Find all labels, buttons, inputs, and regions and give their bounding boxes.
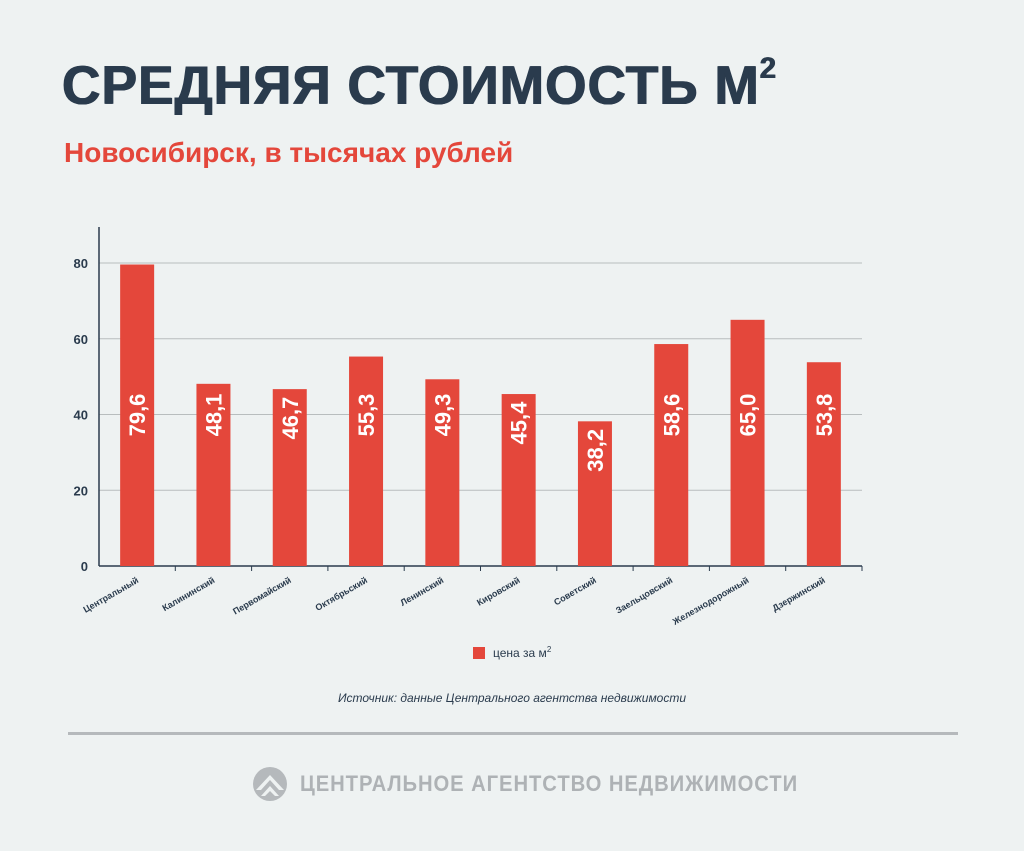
bar xyxy=(501,394,536,566)
x-category-label: Калининский xyxy=(160,575,216,613)
bar xyxy=(272,389,307,566)
x-category-label: Железнодорожный xyxy=(670,575,750,627)
bar xyxy=(806,362,841,566)
bar-data-label: 55,3 xyxy=(354,394,379,437)
legend-label: цена за м2 xyxy=(493,645,552,660)
y-tick-label: 80 xyxy=(74,256,88,271)
x-category-label: Дзержинский xyxy=(770,575,826,613)
x-category-label: Первомайский xyxy=(231,575,293,616)
x-category-label: Октябрьский xyxy=(314,575,370,613)
legend-swatch xyxy=(473,646,485,659)
source-note: Источник: данные Центрального агентства … xyxy=(337,691,687,705)
bar-data-label: 38,2 xyxy=(583,429,608,472)
footer-divider xyxy=(68,732,958,735)
bar xyxy=(425,379,460,566)
x-category-label: Советский xyxy=(552,575,598,607)
y-tick-label: 40 xyxy=(74,408,88,423)
chart-subtitle: Новосибирск, в тысячах рублей xyxy=(64,137,514,168)
chart-legend: цена за м2 xyxy=(473,645,551,660)
bar-chart: 0 20 40 60 80 79,6 Центральный 48,1 Калининский 4… xyxy=(74,227,863,627)
bar-data-label: 65,0 xyxy=(736,394,761,437)
footer-brand-text: ЦЕНТРАЛЬНОЕ АГЕНТСТВО НЕДВИЖИМОСТИ xyxy=(300,771,799,796)
bar xyxy=(654,344,689,566)
bar-data-label: 46,7 xyxy=(278,397,303,440)
chart-title-superscript: 2 xyxy=(759,52,777,85)
bar-data-label: 53,8 xyxy=(812,394,837,437)
bar-data-label: 58,6 xyxy=(659,394,684,437)
bar-data-label: 48,1 xyxy=(201,394,226,437)
y-tick-label: 20 xyxy=(74,483,88,498)
bar xyxy=(730,319,765,566)
y-tick-label: 0 xyxy=(81,559,88,574)
footer-brand: ЦЕНТРАЛЬНОЕ АГЕНТСТВО НЕДВИЖИМОСТИ xyxy=(250,766,841,802)
bar xyxy=(120,264,155,566)
x-category-label: Центральный xyxy=(81,575,140,615)
bar-data-label: 49,3 xyxy=(430,394,455,437)
x-category-label: Кировский xyxy=(475,575,521,608)
chart-title-text: СРЕДНЯЯ СТОИМОСТЬ М xyxy=(62,54,760,116)
bar-data-label: 45,4 xyxy=(507,401,532,445)
mountain-chevron-logo-icon xyxy=(253,767,287,801)
bar xyxy=(196,383,231,566)
bar xyxy=(349,356,384,566)
x-category-label: Заельцовский xyxy=(614,575,674,616)
bar xyxy=(577,421,612,566)
y-tick-label: 60 xyxy=(74,332,88,347)
bar-data-label: 79,6 xyxy=(125,394,150,437)
chart-title: СРЕДНЯЯ СТОИМОСТЬ М2 xyxy=(62,54,777,113)
x-category-label: Ленинский xyxy=(399,575,446,608)
